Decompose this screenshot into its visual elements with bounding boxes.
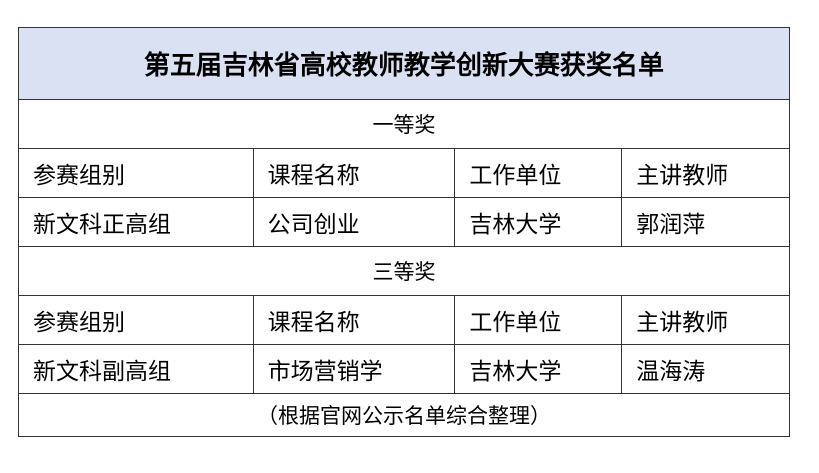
header-cell: 参赛组别 [18,295,254,345]
header-cell: 工作单位 [454,295,623,345]
table-row: 新文科副高组 市场营销学 吉林大学 温海涛 [18,344,790,394]
table-cell: 新文科副高组 [18,344,254,394]
header-cell: 主讲教师 [621,295,790,345]
header-cell: 参赛组别 [18,148,254,198]
table-cell: 公司创业 [252,197,456,247]
table-cell: 吉林大学 [454,344,623,394]
header-cell: 课程名称 [252,148,456,198]
header-cell: 工作单位 [454,148,623,198]
table-title: 第五届吉林省高校教师教学创新大赛获奖名单 [18,27,790,100]
header-row: 参赛组别 课程名称 工作单位 主讲教师 [18,148,790,198]
section-label: 一等奖 [18,99,790,149]
table-cell: 新文科正高组 [18,197,254,247]
source-note: （根据官网公示名单综合整理） [18,393,790,437]
section-label: 三等奖 [18,246,790,296]
table-cell: 吉林大学 [454,197,623,247]
table-cell: 郭润萍 [621,197,790,247]
award-table: 第五届吉林省高校教师教学创新大赛获奖名单 一等奖 参赛组别 课程名称 工作单位 … [18,27,790,437]
header-row: 参赛组别 课程名称 工作单位 主讲教师 [18,295,790,345]
table-cell: 市场营销学 [252,344,456,394]
header-cell: 主讲教师 [621,148,790,198]
header-cell: 课程名称 [252,295,456,345]
table-cell: 温海涛 [621,344,790,394]
table-row: 新文科正高组 公司创业 吉林大学 郭润萍 [18,197,790,247]
